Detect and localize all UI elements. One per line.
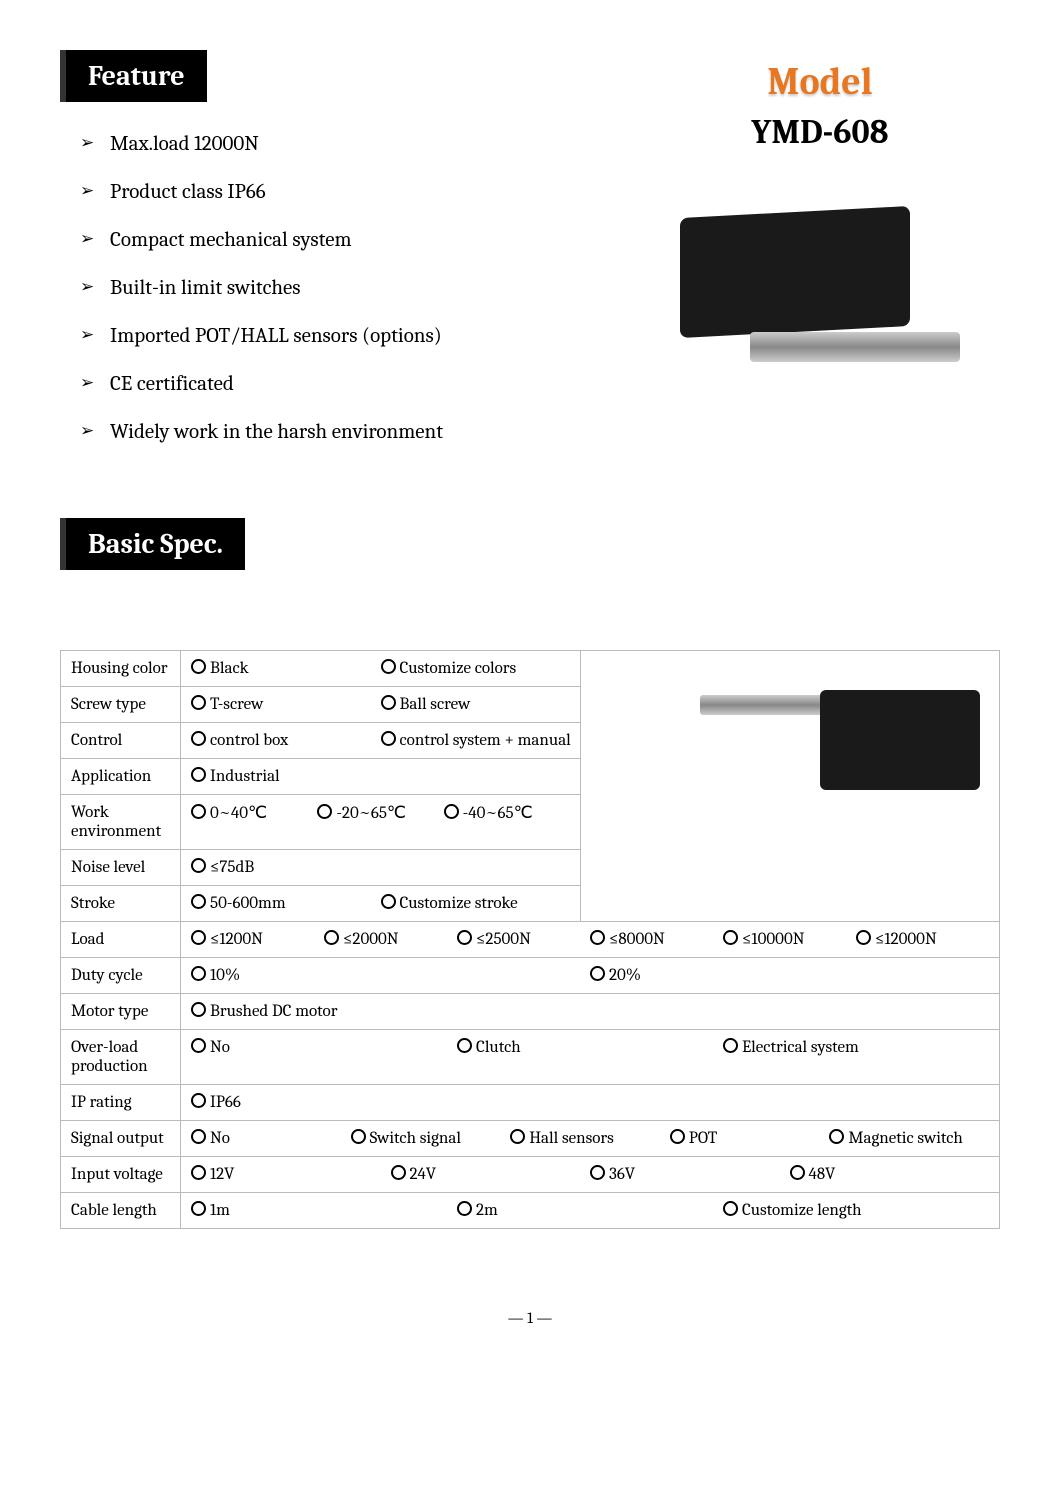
spec-image-cell bbox=[581, 886, 1000, 922]
table-row: Input voltage12V24V36V48V bbox=[61, 1157, 1000, 1193]
spec-options: Brushed DC motor bbox=[181, 994, 1000, 1030]
spec-option: ≤75dB bbox=[191, 858, 570, 877]
spec-option: Black bbox=[191, 659, 381, 678]
spec-label: Cable length bbox=[61, 1193, 181, 1229]
spec-option: Magnetic switch bbox=[829, 1129, 989, 1148]
spec-label: Duty cycle bbox=[61, 958, 181, 994]
spec-options: IP66 bbox=[181, 1085, 1000, 1121]
spec-option: No bbox=[191, 1038, 457, 1057]
spec-option: IP66 bbox=[191, 1093, 989, 1112]
spec-option: Hall sensors bbox=[510, 1129, 670, 1148]
spec-option: Customize stroke bbox=[381, 894, 571, 913]
table-row: Stroke50-600mmCustomize stroke bbox=[61, 886, 1000, 922]
spec-options: 50-600mmCustomize stroke bbox=[181, 886, 581, 922]
spec-options: NoClutchElectrical system bbox=[181, 1030, 1000, 1085]
spec-option: ≤8000N bbox=[590, 930, 723, 949]
spec-label: Screw type bbox=[61, 687, 181, 723]
spec-options: 12V24V36V48V bbox=[181, 1157, 1000, 1193]
feature-item: Imported POT/HALL sensors (options) bbox=[80, 324, 640, 348]
spec-label: Application bbox=[61, 759, 181, 795]
table-row: Motor type Brushed DC motor bbox=[61, 994, 1000, 1030]
spec-option: Switch signal bbox=[351, 1129, 511, 1148]
spec-option: 48V bbox=[790, 1165, 990, 1184]
spec-option: control system + manual bbox=[381, 731, 571, 750]
spec-options: Industrial bbox=[181, 759, 581, 795]
spec-option: -40~65℃ bbox=[444, 803, 570, 823]
feature-item: Built-in limit switches bbox=[80, 276, 640, 300]
model-number: YMD-608 bbox=[640, 112, 1000, 152]
feature-header: Feature bbox=[60, 50, 207, 102]
feature-item: Product class IP66 bbox=[80, 180, 640, 204]
spec-option: 36V bbox=[590, 1165, 790, 1184]
spec-options: T-screwBall screw bbox=[181, 687, 581, 723]
spec-option: control box bbox=[191, 731, 381, 750]
spec-option: ≤2500N bbox=[457, 930, 590, 949]
spec-label: IP rating bbox=[61, 1085, 181, 1121]
spec-options: 1m2mCustomize length bbox=[181, 1193, 1000, 1229]
spec-options: ≤1200N≤2000N≤2500N≤8000N≤10000N≤12000N bbox=[181, 922, 1000, 958]
spec-option: Brushed DC motor bbox=[191, 1002, 989, 1021]
spec-option: No bbox=[191, 1129, 351, 1148]
spec-options: 0~40℃-20~65℃-40~65℃ bbox=[181, 795, 581, 850]
spec-label: Over-load production bbox=[61, 1030, 181, 1085]
spec-label: Work environment bbox=[61, 795, 181, 850]
product-image bbox=[650, 192, 990, 412]
spec-option: Ball screw bbox=[381, 695, 571, 714]
spec-option: ≤1200N bbox=[191, 930, 324, 949]
spec-options: ≤75dB bbox=[181, 850, 581, 886]
spec-label: Stroke bbox=[61, 886, 181, 922]
spec-options: BlackCustomize colors bbox=[181, 651, 581, 687]
spec-options: control boxcontrol system + manual bbox=[181, 723, 581, 759]
spec-label: Housing color bbox=[61, 651, 181, 687]
spec-option: POT bbox=[670, 1129, 830, 1148]
spec-label: Signal output bbox=[61, 1121, 181, 1157]
spec-option: Clutch bbox=[457, 1038, 723, 1057]
spec-option: 12V bbox=[191, 1165, 391, 1184]
spec-option: T-screw bbox=[191, 695, 381, 714]
table-row: Over-load productionNoClutchElectrical s… bbox=[61, 1030, 1000, 1085]
spec-option: 24V bbox=[391, 1165, 591, 1184]
spec-option: ≤2000N bbox=[324, 930, 457, 949]
spec-label: Noise level bbox=[61, 850, 181, 886]
spec-option: 20% bbox=[590, 966, 989, 985]
feature-item: Compact mechanical system bbox=[80, 228, 640, 252]
spec-option: ≤10000N bbox=[723, 930, 856, 949]
spec-option: 10% bbox=[191, 966, 590, 985]
feature-item: Max.load 12000N bbox=[80, 132, 640, 156]
spec-option: Electrical system bbox=[723, 1038, 989, 1057]
spec-option: Industrial bbox=[191, 767, 570, 786]
feature-list: Max.load 12000N Product class IP66 Compact… bbox=[60, 132, 640, 444]
spec-label: Control bbox=[61, 723, 181, 759]
spec-option: Customize length bbox=[723, 1201, 989, 1220]
spec-option: 50-600mm bbox=[191, 894, 381, 913]
table-row: Load≤1200N≤2000N≤2500N≤8000N≤10000N≤1200… bbox=[61, 922, 1000, 958]
spec-option: 2m bbox=[457, 1201, 723, 1220]
spec-option: -20~65℃ bbox=[317, 803, 443, 823]
basic-spec-header: Basic Spec. bbox=[60, 518, 245, 570]
feature-item: Widely work in the harsh environment bbox=[80, 420, 640, 444]
spec-label: Motor type bbox=[61, 994, 181, 1030]
page-number: — 1 — bbox=[60, 1309, 1000, 1327]
table-row: Cable length1m2mCustomize length bbox=[61, 1193, 1000, 1229]
model-label: Model bbox=[640, 60, 1000, 104]
spec-options: 10%20% bbox=[181, 958, 1000, 994]
spec-options: NoSwitch signalHall sensorsPOTMagnetic s… bbox=[181, 1121, 1000, 1157]
spec-label: Input voltage bbox=[61, 1157, 181, 1193]
spec-label: Load bbox=[61, 922, 181, 958]
table-row: IP rating IP66 bbox=[61, 1085, 1000, 1121]
spec-product-image bbox=[660, 660, 980, 860]
spec-option: Customize colors bbox=[381, 659, 571, 678]
table-row: Signal outputNoSwitch signalHall sensors… bbox=[61, 1121, 1000, 1157]
spec-option: ≤12000N bbox=[856, 930, 989, 949]
table-row: Duty cycle10%20% bbox=[61, 958, 1000, 994]
feature-item: CE certificated bbox=[80, 372, 640, 396]
spec-option: 0~40℃ bbox=[191, 803, 317, 823]
spec-option: 1m bbox=[191, 1201, 457, 1220]
